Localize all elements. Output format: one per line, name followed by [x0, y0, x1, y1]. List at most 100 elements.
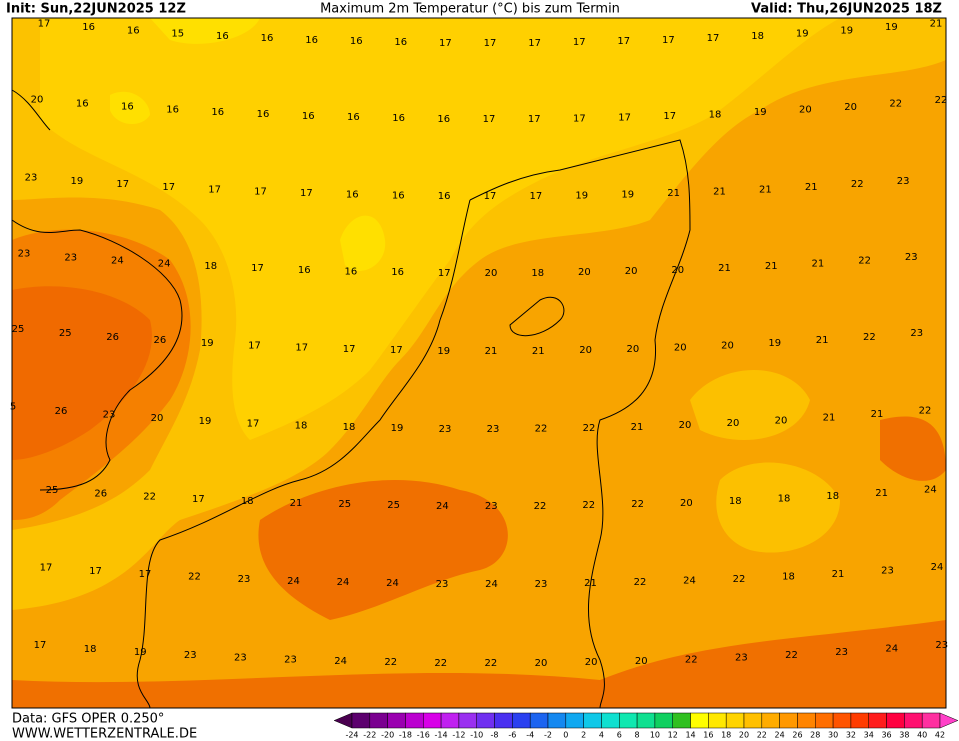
temp-label: 21	[812, 258, 825, 269]
colorbar-box	[565, 712, 584, 729]
colorbar-label: 10	[650, 731, 660, 740]
map: 17 16 16 15 16 16 16 16 16 17 17 17 17 17 17 17 18 19 19 19…	[10, 17, 948, 709]
temp-label: 24	[485, 579, 498, 590]
temp-label: 22	[863, 332, 876, 343]
temp-label: 17	[484, 38, 497, 49]
temp-label: 21	[485, 346, 498, 357]
temp-label: 19	[201, 338, 214, 349]
temp-label: 17	[208, 184, 221, 195]
colorbar-label: 6	[617, 731, 622, 740]
temp-label: 18	[84, 644, 97, 655]
temp-label: 17	[662, 35, 675, 46]
colorbar-label: 42	[935, 731, 945, 740]
colorbar-box	[921, 712, 941, 729]
temp-label: 22	[188, 572, 201, 583]
temp-label: 23	[284, 654, 297, 665]
temp-label: 19	[885, 22, 898, 33]
temp-label: 24	[334, 656, 347, 667]
temp-label: 21	[832, 569, 845, 580]
colorbar-label: 2	[581, 731, 586, 740]
temp-label: 23	[910, 328, 923, 339]
colorbar-box	[547, 712, 567, 729]
temp-label: 24	[931, 562, 944, 573]
temp-label: 23	[735, 652, 748, 663]
temp-label: 16	[302, 111, 315, 122]
temp-label: 18	[729, 496, 742, 507]
temp-label: 22	[583, 423, 596, 434]
temp-label: 22	[634, 577, 647, 588]
temp-label: 24	[386, 578, 399, 589]
temp-label: 23	[18, 249, 31, 260]
colorbar-label: -4	[526, 731, 534, 740]
temp-label: 16	[350, 36, 363, 47]
temp-label: 23	[103, 410, 116, 421]
temp-label: 17	[573, 113, 586, 124]
temp-label: 19	[754, 107, 767, 118]
temp-label: 23	[897, 176, 910, 187]
colorbar-box	[458, 712, 477, 729]
colorbar-box	[725, 712, 745, 729]
temp-label: 21	[713, 186, 726, 197]
colorbar-label: -20	[381, 731, 394, 740]
temp-label: 17	[34, 640, 47, 651]
temp-label: 23	[64, 252, 77, 263]
temp-label: 26	[55, 406, 68, 417]
temp-label: 16	[394, 37, 407, 48]
colorbar-label: 8	[635, 731, 640, 740]
temp-label: 18	[751, 31, 764, 42]
temp-label: 17	[707, 33, 720, 44]
colorbar-label: 22	[757, 731, 767, 740]
data-source: Data: GFS OPER 0.250°	[12, 712, 164, 727]
temp-label: 17	[617, 36, 630, 47]
temp-label: 20	[627, 344, 640, 355]
temp-label: 17	[162, 182, 175, 193]
temp-label: 23	[935, 640, 948, 651]
field-18-20	[690, 370, 840, 553]
temp-label: 17	[248, 341, 261, 352]
temp-label: 18	[204, 261, 217, 272]
temp-label: 17	[251, 263, 264, 274]
temp-label: 18	[343, 422, 356, 433]
colorbar-label: -24	[345, 731, 358, 740]
temp-label: 23	[485, 501, 498, 512]
temp-label: 18	[778, 494, 791, 505]
temp-label: 17	[192, 494, 205, 505]
temp-label: 26	[94, 488, 107, 499]
colorbar-label: -2	[544, 731, 552, 740]
temp-label: 16	[127, 25, 140, 36]
temp-label: 19	[575, 190, 588, 201]
colorbar-box	[405, 712, 424, 729]
colorbar-label: -22	[363, 731, 376, 740]
colorbar-label: 40	[917, 731, 927, 740]
temp-label: 17	[116, 179, 129, 190]
temp-label: 16	[261, 33, 274, 44]
map-title: Maximum 2m Temperatur (°C) bis zum Termi…	[320, 2, 620, 17]
colorbar-label: -12	[452, 731, 465, 740]
temp-label: 20	[799, 105, 812, 116]
temp-label: 24	[158, 259, 171, 270]
temp-label: 23	[238, 574, 251, 585]
temp-label: 16	[438, 191, 451, 202]
temp-label: 22	[143, 491, 156, 502]
colorbar-box	[904, 712, 923, 729]
map-frame	[11, 17, 947, 709]
temp-label: 18	[709, 109, 722, 120]
colorbar-box	[440, 712, 460, 729]
colorbar: -24 -22 -20 -18 -16 -14 -12 -10 -8 -6 -4 -2 0 2 4 6 8 10 1…	[333, 712, 959, 740]
temp-label: 17	[663, 111, 676, 122]
temp-label: 16	[347, 112, 360, 123]
colorbar-label: -6	[508, 731, 516, 740]
temp-label: 23	[535, 579, 548, 590]
colorbar-label: 24	[775, 731, 785, 740]
temp-label: 17	[40, 562, 53, 573]
colorbar-box	[369, 712, 388, 729]
temp-label: 23	[436, 579, 449, 590]
temp-label: 17	[528, 114, 541, 125]
temp-label: 19	[840, 25, 853, 36]
temp-label: 17	[343, 344, 356, 355]
temp-label: 19	[768, 338, 781, 349]
colorbar-box	[886, 712, 905, 729]
temp-label: 20	[151, 413, 164, 424]
temp-label: 24	[337, 577, 350, 588]
